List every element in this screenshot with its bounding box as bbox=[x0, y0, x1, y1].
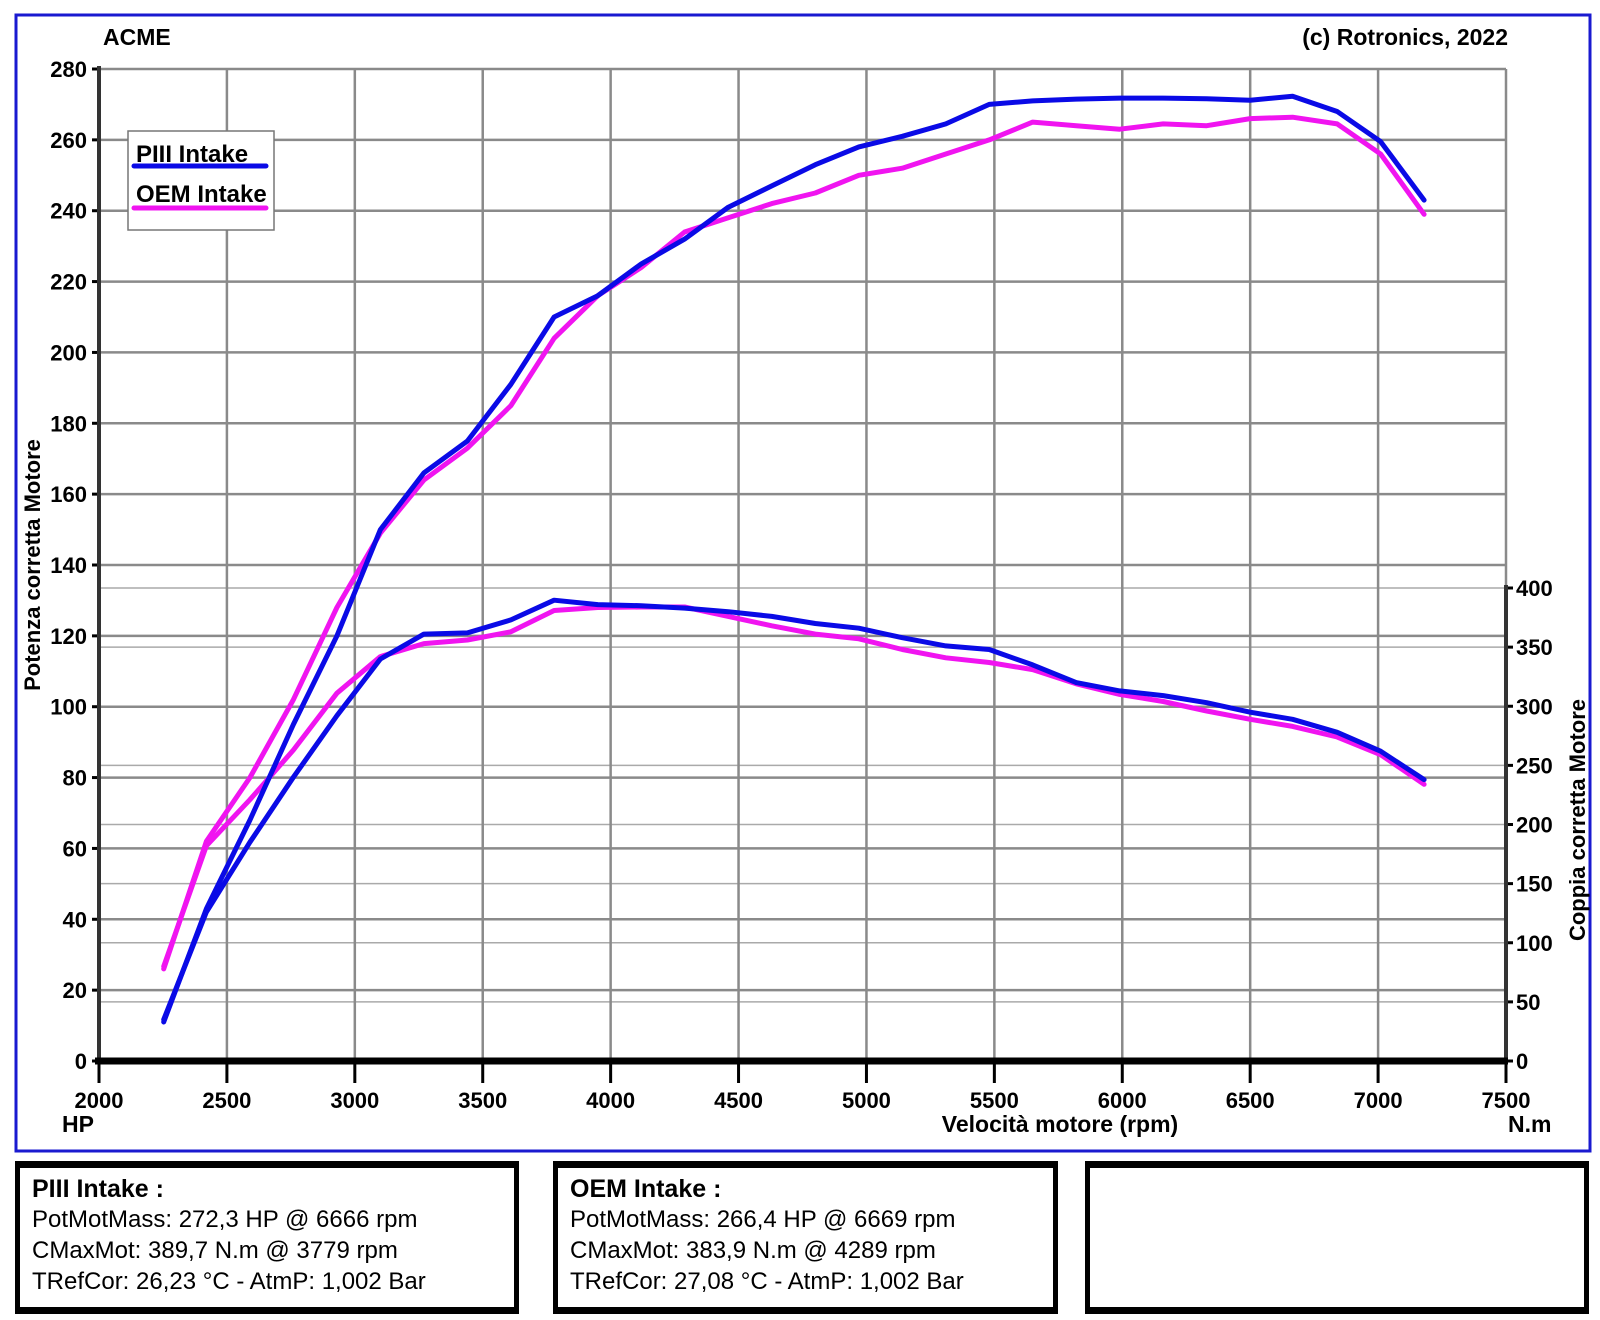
y-right-tick-label: 250 bbox=[1516, 753, 1553, 778]
grid bbox=[97, 67, 1508, 1063]
x-tick-label: 4000 bbox=[586, 1088, 635, 1113]
x-tick-label: 5000 bbox=[842, 1088, 891, 1113]
y-right-tick-label: 400 bbox=[1516, 576, 1553, 601]
y-left-tick-label: 100 bbox=[50, 695, 87, 720]
axes: 0 20 40 60 80 100 120 140 160 180 200 220 240 260 280 2… bbox=[50, 57, 1552, 1113]
series-line-oem-torque bbox=[161, 604, 1427, 969]
info-box-oem: OEM Intake : PotMotMass: 266,4 HP @ 6669… bbox=[553, 1161, 1058, 1314]
legend-box bbox=[127, 130, 275, 231]
brand-label: ACME bbox=[103, 24, 171, 50]
series-lines bbox=[161, 93, 1427, 1025]
y-left-tick-label: 80 bbox=[63, 766, 87, 791]
series-line-piii-torque bbox=[161, 597, 1427, 1023]
left-unit-label: HP bbox=[62, 1111, 94, 1137]
y-left-tick-label: 40 bbox=[63, 907, 87, 932]
x-tick-label: 7000 bbox=[1354, 1088, 1403, 1113]
y-left-tick-label: 0 bbox=[75, 1049, 87, 1074]
y-right-tick-label: 150 bbox=[1516, 872, 1553, 897]
info-box-piii: PIII Intake : PotMotMass: 272,3 HP @ 666… bbox=[15, 1161, 519, 1314]
info-title: OEM Intake : bbox=[570, 1175, 722, 1203]
x-tick-label: 3500 bbox=[458, 1088, 507, 1113]
y-left-tick-label: 200 bbox=[50, 340, 87, 365]
x-tick-label: 6000 bbox=[1098, 1088, 1147, 1113]
x-axis-label: Velocità motore (rpm) bbox=[942, 1111, 1178, 1137]
y-right-tick-label: 50 bbox=[1516, 990, 1540, 1015]
info-line: TRefCor: 27,08 °C - AtmP: 1,002 Bar bbox=[570, 1268, 964, 1295]
x-tick-label: 7500 bbox=[1482, 1088, 1531, 1113]
y-right-tick-label: 100 bbox=[1516, 931, 1553, 956]
info-box-empty bbox=[1085, 1161, 1589, 1314]
y-left-tick-label: 20 bbox=[63, 978, 87, 1003]
legend-label-oem: OEM Intake bbox=[136, 181, 267, 208]
chart-frame bbox=[14, 13, 1592, 1153]
y-left-tick-label: 140 bbox=[50, 553, 87, 578]
x-tick-label: 6500 bbox=[1226, 1088, 1275, 1113]
x-tick-label: 2000 bbox=[75, 1088, 124, 1113]
info-line: CMaxMot: 383,9 N.m @ 4289 rpm bbox=[570, 1237, 936, 1264]
y-left-tick-label: 160 bbox=[50, 482, 87, 507]
y-right-tick-label: 0 bbox=[1516, 1049, 1528, 1074]
y-right-tick-label: 300 bbox=[1516, 694, 1553, 719]
copyright-label: (c) Rotronics, 2022 bbox=[1302, 24, 1508, 50]
y-left-tick-label: 260 bbox=[50, 128, 87, 153]
y-left-tick-label: 220 bbox=[50, 270, 87, 295]
legend: PIII Intake OEM Intake bbox=[127, 130, 275, 231]
y-left-tick-label: 280 bbox=[50, 57, 87, 82]
info-line: CMaxMot: 389,7 N.m @ 3779 rpm bbox=[32, 1237, 398, 1264]
x-tick-label: 3000 bbox=[330, 1088, 379, 1113]
y-left-tick-label: 120 bbox=[50, 624, 87, 649]
x-tick-label: 5500 bbox=[970, 1088, 1019, 1113]
info-line: PotMotMass: 272,3 HP @ 6666 rpm bbox=[32, 1206, 418, 1233]
y-right-tick-label: 200 bbox=[1516, 813, 1553, 838]
right-axis-label: Coppia corretta Motore bbox=[1565, 699, 1590, 941]
y-left-tick-label: 180 bbox=[50, 411, 87, 436]
x-tick-label: 2500 bbox=[202, 1088, 251, 1113]
info-line: TRefCor: 26,23 °C - AtmP: 1,002 Bar bbox=[32, 1268, 426, 1295]
y-right-tick-label: 350 bbox=[1516, 635, 1553, 660]
info-line: PotMotMass: 266,4 HP @ 6669 rpm bbox=[570, 1206, 956, 1233]
y-left-tick-label: 240 bbox=[50, 199, 87, 224]
series-line-piii-power bbox=[161, 93, 1427, 1025]
info-title: PIII Intake : bbox=[32, 1175, 164, 1203]
y-left-tick-label: 60 bbox=[63, 836, 87, 861]
series-line-oem-power bbox=[161, 114, 1427, 972]
right-unit-label: N.m bbox=[1508, 1111, 1551, 1137]
x-tick-label: 4500 bbox=[714, 1088, 763, 1113]
left-axis-label: Potenza corretta Motore bbox=[20, 439, 45, 691]
